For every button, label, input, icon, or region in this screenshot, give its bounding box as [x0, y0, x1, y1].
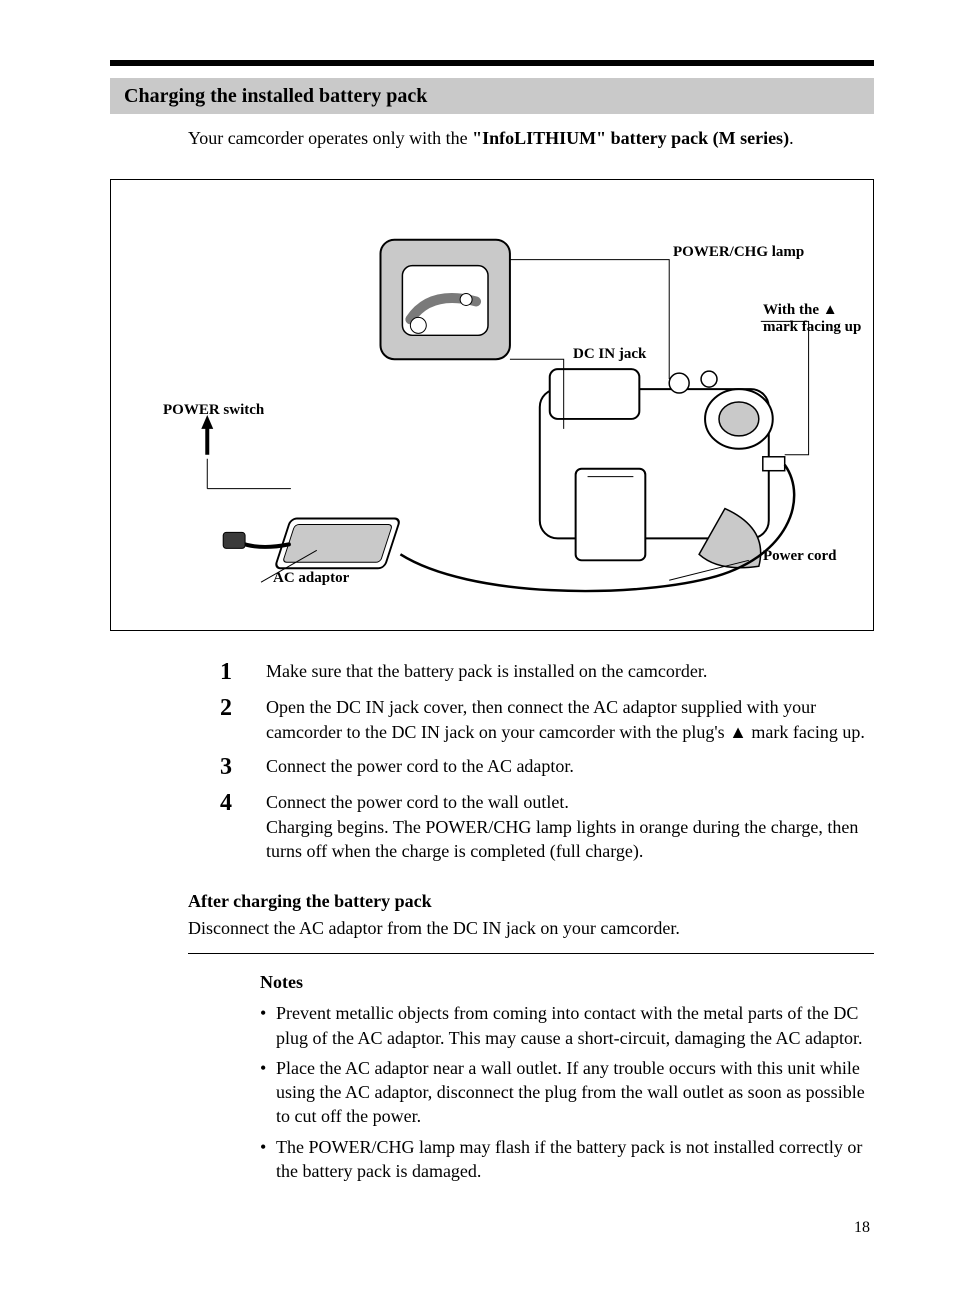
note-item: The POWER/CHG lamp may flash if the batt…: [260, 1135, 874, 1184]
top-rule: [110, 60, 874, 66]
step-text: Connect the power cord to the wall outle…: [266, 790, 874, 863]
intro-suffix: .: [789, 128, 794, 148]
figure-label-power-cord: Power cord: [763, 548, 836, 565]
step-2: 2 Open the DC IN jack cover, then connec…: [220, 695, 874, 744]
manual-page: Charging the installed battery pack Your…: [0, 0, 954, 1297]
intro-bold: "InfoLITHIUM" battery pack (M series): [472, 128, 789, 148]
step-text: Connect the power cord to the AC adaptor…: [266, 754, 574, 780]
figure-label-ac-adaptor: AC adaptor: [273, 570, 349, 587]
step-number: 1: [220, 659, 248, 685]
section-header-title: Charging the installed battery pack: [124, 85, 427, 108]
figure-label-power-switch: POWER switch: [163, 402, 264, 419]
step-number: 4: [220, 790, 248, 863]
note-item: Place the AC adaptor near a wall outlet.…: [260, 1056, 874, 1129]
step-number: 3: [220, 754, 248, 780]
page-number: 18: [110, 1219, 874, 1237]
step-1: 1 Make sure that the battery pack is ins…: [220, 659, 874, 685]
figure-label-dc-in: DC IN jack: [573, 346, 646, 363]
steps-list: 1 Make sure that the battery pack is ins…: [110, 659, 874, 863]
after-charging-text: Disconnect the AC adaptor from the DC IN…: [188, 918, 874, 939]
after-charging-heading: After charging the battery pack: [188, 891, 874, 912]
figure-label-power-chg: POWER/CHG lamp: [673, 244, 804, 261]
step-3: 3 Connect the power cord to the AC adapt…: [220, 754, 874, 780]
step-number: 2: [220, 695, 248, 744]
step-text: Open the DC IN jack cover, then connect …: [266, 695, 874, 744]
figure-label-mark-up: With the ▲ mark facing up: [763, 302, 873, 336]
step-4: 4 Connect the power cord to the wall out…: [220, 790, 874, 863]
intro-paragraph: Your camcorder operates only with the "I…: [188, 128, 874, 149]
section-header-bar: Charging the installed battery pack: [110, 78, 874, 114]
divider: [188, 953, 874, 954]
note-item: Prevent metallic objects from coming int…: [260, 1001, 874, 1050]
notes-list: Prevent metallic objects from coming int…: [260, 1001, 874, 1183]
step-text: Make sure that the battery pack is insta…: [266, 659, 707, 685]
notes-heading: Notes: [260, 972, 874, 993]
intro-prefix: Your camcorder operates only with the: [188, 128, 472, 148]
instruction-figure: POWER switch With the ▲ mark facing up D…: [110, 179, 874, 631]
